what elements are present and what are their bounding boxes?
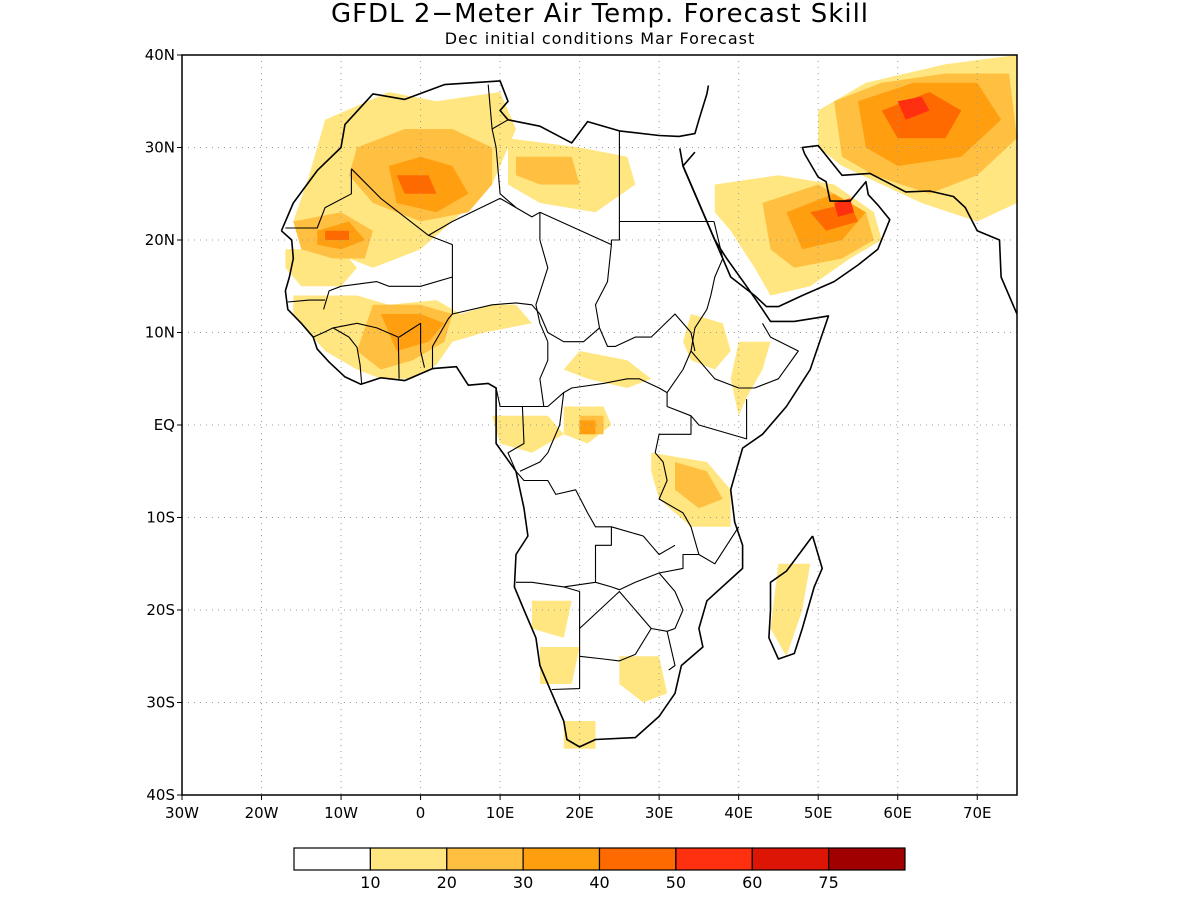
- country-border: [690, 323, 799, 389]
- color-legend: 10 20 30 40 50 60 75: [293, 847, 906, 892]
- skill-region: [579, 420, 596, 435]
- coastline: [280, 151, 830, 748]
- country-border: [332, 322, 400, 379]
- legend-swatch: [446, 847, 524, 871]
- country-border: [666, 350, 748, 440]
- country-border: [551, 586, 581, 691]
- legend-swatch: [751, 847, 830, 871]
- coastline: [280, 80, 710, 232]
- map-title: GFDL 2−Meter Air Temp. Forecast Skill: [331, 0, 869, 29]
- country-border: [491, 119, 509, 130]
- country-border: [452, 302, 541, 315]
- legend-swatch: [827, 847, 906, 871]
- legend-swatch: [675, 847, 753, 871]
- legend-label: 50: [666, 873, 686, 892]
- country-border: [515, 470, 612, 588]
- country-border: [312, 327, 363, 385]
- country-border: [651, 627, 676, 671]
- lon-tick-label: 20E: [565, 804, 594, 822]
- legend-label: 30: [513, 873, 533, 892]
- country-border: [690, 221, 724, 352]
- country-border: [487, 84, 517, 209]
- country-border: [428, 197, 541, 236]
- country-border: [431, 277, 453, 370]
- skill-region: [770, 563, 811, 657]
- country-border: [579, 590, 652, 662]
- country-border: [539, 313, 600, 343]
- skill-region: [683, 314, 731, 370]
- lat-tick-label: 30N: [145, 139, 175, 157]
- legend-label: 10: [360, 873, 380, 892]
- legend-label: 75: [818, 873, 838, 892]
- lon-tick-label: 30E: [645, 804, 674, 822]
- legend-label: 60: [742, 873, 762, 892]
- skill-region: [531, 600, 572, 638]
- lon-tick-label: 10W: [324, 804, 358, 822]
- legend-swatch: [293, 847, 372, 871]
- country-border: [611, 526, 676, 556]
- country-border: [398, 322, 426, 368]
- lon-tick-label: 20W: [245, 804, 279, 822]
- legend-label: 20: [437, 873, 457, 892]
- skill-region: [285, 249, 357, 287]
- skill-region: [897, 96, 930, 120]
- map-subtitle: Dec initial conditions Mar Forecast: [445, 29, 756, 48]
- lat-tick-label: 20N: [145, 231, 175, 249]
- coastlines: [280, 80, 1017, 748]
- country-borders: [285, 84, 799, 691]
- skill-region: [516, 156, 580, 185]
- skill-region: [492, 415, 564, 453]
- country-border: [519, 392, 565, 472]
- lon-tick-label: 50E: [804, 804, 833, 822]
- lat-tick-label: EQ: [154, 416, 175, 434]
- country-border: [594, 244, 696, 352]
- country-border: [654, 415, 740, 565]
- lon-tick-label: 40E: [724, 804, 753, 822]
- skill-region: [396, 175, 437, 194]
- skill-region: [563, 721, 596, 749]
- longitude-axis: 30W 20W 10W 0 10E 20E 30E 40E 50E 60E 70E: [165, 795, 992, 822]
- country-border: [495, 387, 544, 408]
- skill-region: [539, 647, 580, 684]
- lat-tick-label: 20S: [146, 601, 175, 619]
- lat-tick-label: 40N: [145, 46, 175, 64]
- legend-swatch: [369, 847, 448, 871]
- skill-region: [380, 314, 445, 351]
- lon-tick-label: 10E: [486, 804, 515, 822]
- lat-tick-label: 10S: [146, 509, 175, 527]
- lat-tick-label: 10N: [145, 324, 175, 342]
- country-border: [595, 553, 699, 591]
- country-border: [539, 341, 668, 408]
- lon-tick-label: 30W: [165, 804, 199, 822]
- skill-region: [730, 341, 771, 416]
- map-plot-area: [182, 55, 1017, 795]
- skill-region: [675, 462, 723, 509]
- skill-shading: [285, 55, 1017, 749]
- country-border: [658, 572, 684, 632]
- country-border: [507, 406, 525, 472]
- country-border: [535, 212, 549, 342]
- coastline: [679, 144, 1017, 315]
- skill-region: [325, 230, 349, 240]
- lat-tick-label: 40S: [146, 786, 175, 804]
- legend-swatch: [598, 847, 677, 871]
- lon-tick-label: 0: [416, 804, 426, 822]
- lon-tick-label: 60E: [883, 804, 912, 822]
- latitude-axis: 40N 30N 20N 10N EQ 10S 20S 30S 40S: [145, 46, 182, 804]
- lat-tick-label: 30S: [146, 694, 175, 712]
- legend-swatch: [522, 847, 601, 871]
- coastline: [768, 535, 824, 660]
- legend-label: 40: [589, 873, 609, 892]
- country-border: [323, 168, 453, 310]
- skill-region: [619, 656, 668, 703]
- lon-tick-label: 70E: [963, 804, 992, 822]
- skill-region: [834, 198, 854, 217]
- country-border: [285, 168, 352, 229]
- country-border: [287, 299, 326, 303]
